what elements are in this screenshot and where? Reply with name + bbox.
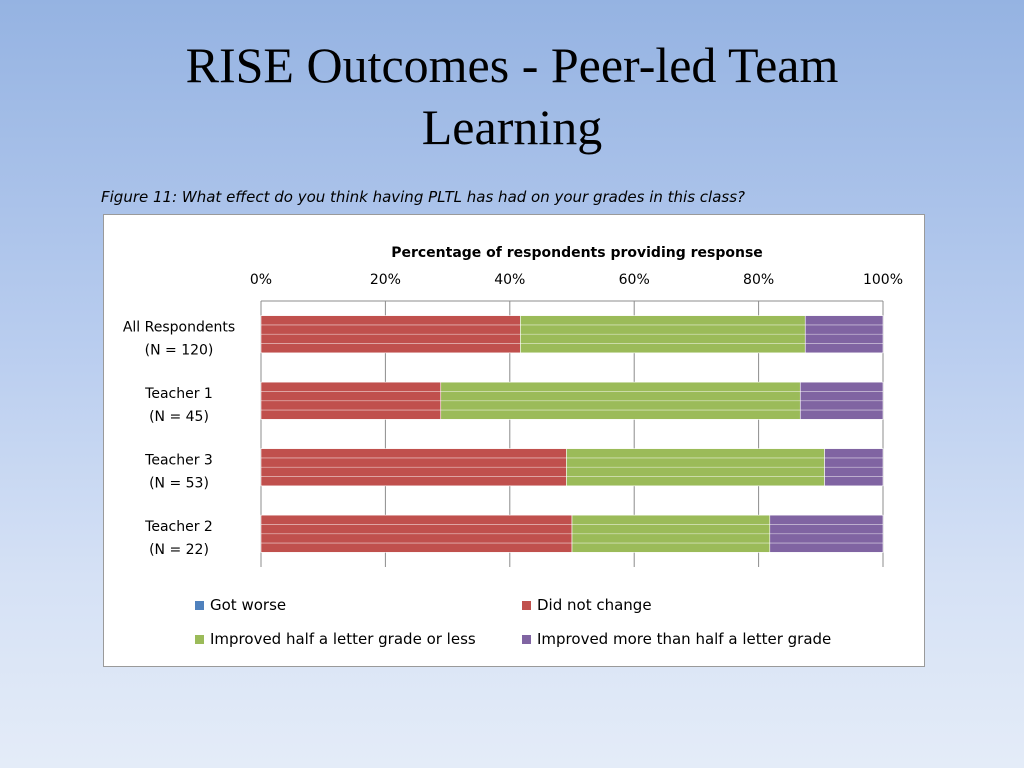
legend-item-improved-half: Improved half a letter grade or less (195, 630, 476, 648)
legend-swatch-improved-more (522, 634, 531, 644)
x-tick-label: 100% (863, 272, 903, 288)
x-tick-label: 60% (619, 272, 650, 288)
x-tick-label: 40% (494, 272, 525, 288)
category-label: All Respondents (123, 319, 235, 335)
legend-item-improved-more: Improved more than half a letter grade (522, 630, 831, 648)
category-label: Teacher 3 (144, 452, 213, 468)
category-label: Teacher 1 (144, 386, 213, 402)
slide-title: RISE Outcomes - Peer-led Team Learning (0, 34, 1024, 158)
chart-title: Percentage of respondents providing resp… (391, 245, 763, 261)
category-count-label: (N = 120) (145, 342, 214, 358)
chart-container: Percentage of respondents providing resp… (103, 214, 925, 667)
category-count-label: (N = 45) (149, 409, 209, 425)
x-tick-label: 0% (250, 272, 272, 288)
legend-swatch-got-worse (195, 600, 204, 610)
category-label: Teacher 2 (144, 519, 213, 535)
legend-label-improved-half: Improved half a letter grade or less (210, 630, 476, 648)
slide-title-line-2: Learning (421, 99, 603, 155)
legend-label-improved-more: Improved more than half a letter grade (537, 630, 832, 648)
legend-swatch-improved-half (195, 634, 204, 644)
figure-caption: Figure 11: What effect do you think havi… (101, 188, 745, 206)
category-count-label: (N = 53) (149, 475, 209, 491)
legend-item-did-not-change: Did not change (522, 596, 652, 614)
x-tick-label: 20% (370, 272, 401, 288)
bar-chart: Percentage of respondents providing resp… (123, 245, 903, 567)
category-count-label: (N = 22) (149, 542, 209, 558)
legend-item-got-worse: Got worse (195, 596, 286, 614)
slide-title-line-1: RISE Outcomes - Peer-led Team (185, 37, 839, 93)
legend-swatch-did-not-change (522, 600, 531, 610)
legend-label-got-worse: Got worse (210, 596, 287, 614)
legend-label-did-not-change: Did not change (537, 596, 652, 614)
x-tick-label: 80% (743, 272, 774, 288)
